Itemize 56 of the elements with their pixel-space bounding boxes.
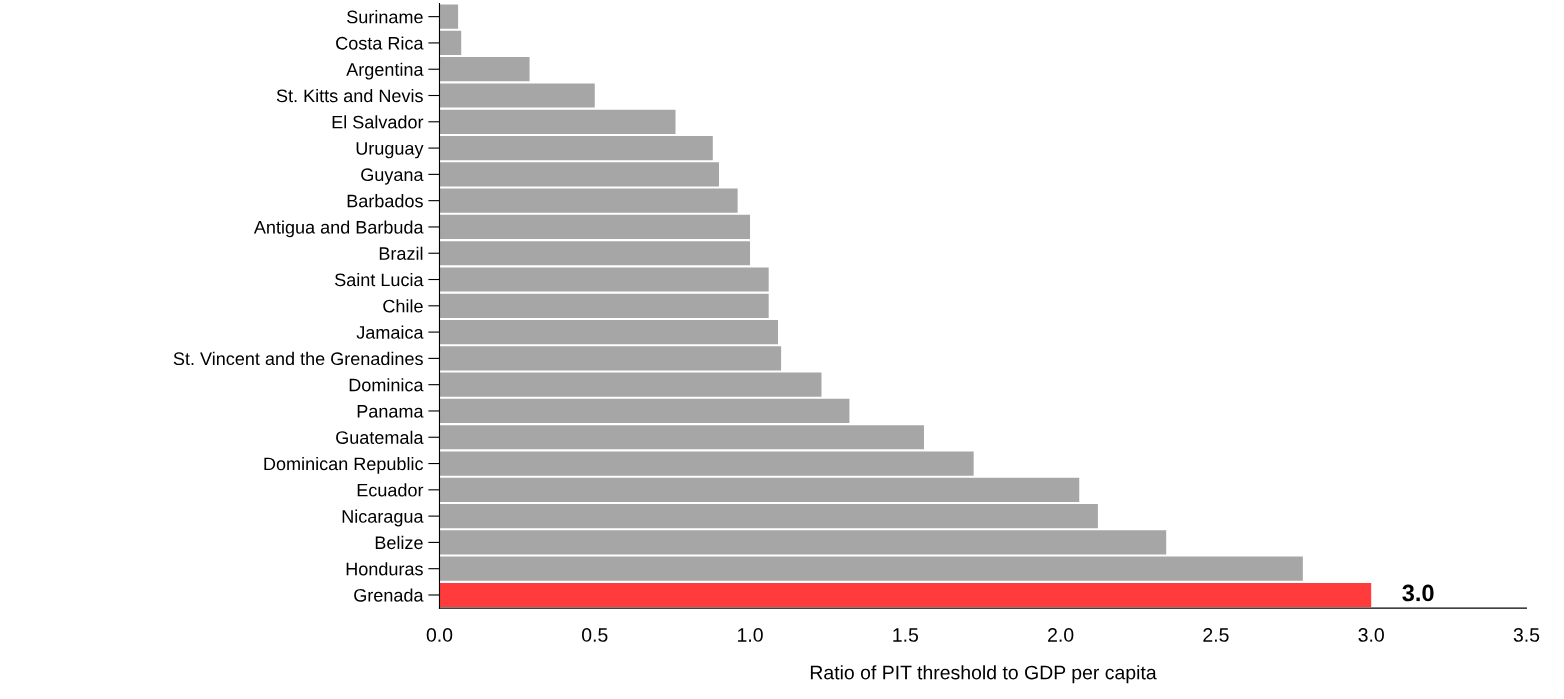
x-tick-label: 2.0	[1048, 628, 1074, 642]
bar	[439, 556, 1303, 581]
y-tick-label: Dominica	[349, 378, 424, 392]
y-tick-label: Ecuador	[357, 483, 424, 497]
bar	[439, 372, 822, 397]
bar	[439, 425, 924, 450]
y-tick-label: Antigua and Barbuda	[253, 220, 424, 238]
bar	[439, 504, 1098, 529]
y-tick-label: St. Vincent and the Grenadines	[173, 351, 423, 366]
y-tick-label: Guyana	[361, 168, 424, 185]
bar	[439, 346, 782, 371]
bar	[439, 83, 595, 108]
y-tick-label: Argentina	[346, 62, 424, 80]
y-tick-label: El Salvador	[332, 115, 424, 129]
bar	[439, 451, 974, 476]
x-tick-label: 0.0	[426, 628, 453, 642]
y-tick-label: Suriname	[347, 10, 423, 24]
bar	[439, 188, 738, 213]
bar	[439, 162, 719, 187]
y-tick-label: Panama	[357, 405, 424, 418]
y-tick-label: Chile	[383, 299, 423, 313]
bar	[439, 109, 676, 134]
bar	[439, 320, 778, 345]
bar	[439, 214, 751, 240]
x-tick-label: 2.5	[1203, 628, 1229, 642]
bar	[439, 530, 1167, 555]
bar	[439, 30, 462, 56]
y-tick-label: Nicaragua	[342, 509, 424, 527]
y-tick-label: Honduras	[346, 562, 423, 576]
y-tick-label: Barbados	[347, 194, 423, 208]
y-tick-label: Costa Rica	[336, 36, 424, 50]
y-tick-label: Brazil	[379, 246, 423, 260]
bar	[439, 4, 459, 29]
y-tick-label: Saint Lucia	[335, 272, 424, 287]
bar	[439, 241, 751, 266]
bar	[439, 267, 769, 292]
bar	[439, 293, 769, 318]
x-axis-title: Ratio of PIT threshold to GDP per capita	[810, 665, 1157, 684]
y-tick-label: Dominican Republic	[264, 457, 424, 474]
bar	[439, 477, 1080, 502]
y-tick-label: Uruguay	[356, 142, 424, 159]
x-tick-label: 3.0	[1358, 628, 1384, 642]
x-tick-label: 0.5	[582, 628, 608, 642]
bar	[439, 135, 713, 161]
data-label: 3.0	[1402, 584, 1434, 602]
y-tick-label: Guatemala	[336, 430, 424, 444]
bar	[439, 582, 1372, 608]
y-tick-label: Jamaica	[356, 325, 424, 339]
bar	[439, 57, 530, 82]
x-tick-label: 1.5	[893, 628, 919, 642]
y-tick-label: Grenada	[354, 588, 424, 602]
bar	[439, 398, 850, 424]
y-tick-label: St. Kitts and Nevis	[276, 88, 423, 103]
y-tick-label: Belize	[375, 535, 423, 550]
x-tick-label: 3.5	[1513, 628, 1540, 642]
x-tick-label: 1.0	[738, 628, 763, 642]
